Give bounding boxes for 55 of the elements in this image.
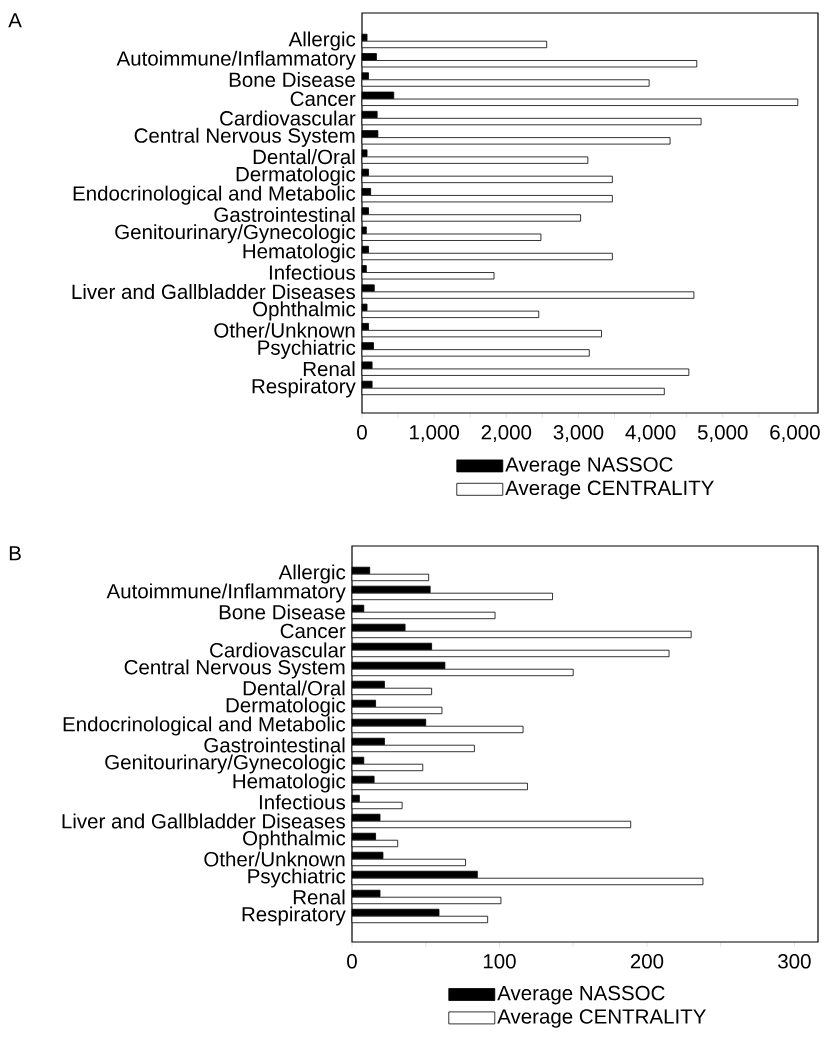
y-tick-label: Other/Unknown bbox=[214, 322, 355, 338]
y-tick-label: Endocrinological and Metabolic bbox=[63, 716, 346, 736]
y-tick-label: Cardiovascular bbox=[210, 642, 346, 658]
y-tick-label: Dental/Oral bbox=[253, 149, 355, 165]
y-tick-label: Allergic bbox=[288, 31, 356, 51]
y-tick-label: Cancer bbox=[280, 623, 346, 639]
y-tick-label: Bone Disease bbox=[229, 72, 355, 88]
y-tick-label: Liver and Gallbladder Diseases bbox=[72, 284, 355, 300]
y-tick-label: Dermatologic bbox=[226, 697, 346, 717]
y-tick-label: Bone Disease bbox=[219, 604, 345, 620]
y-tick-label: Genitourinary/Gynecologic bbox=[115, 224, 356, 244]
y-tick-label: Central Nervous System bbox=[134, 127, 355, 147]
legend-label: Average CENTRALITY bbox=[497, 1009, 706, 1028]
x-tick-label: 0 bbox=[357, 425, 367, 440]
y-tick-label: Psychiatric bbox=[248, 868, 346, 888]
x-tick-label: 100 bbox=[483, 954, 516, 969]
x-tick-label: 1,000 bbox=[410, 425, 459, 442]
x-tick-label: 4,000 bbox=[625, 425, 676, 442]
x-tick-label: 2,000 bbox=[481, 425, 532, 442]
x-tick-label: 0 bbox=[347, 954, 357, 969]
y-tick-label: Dermatologic bbox=[236, 166, 356, 186]
y-tick-label: Dental/Oral bbox=[243, 680, 345, 696]
y-tick-label: Endocrinological and Metabolic bbox=[73, 185, 356, 205]
y-tick-label: Renal bbox=[303, 361, 355, 377]
y-tick-label: Autoimmune/Inflammatory bbox=[106, 583, 346, 603]
text: B bbox=[9, 546, 21, 561]
y-tick-label: Respiratory bbox=[252, 378, 356, 398]
legend-label: Average NASSOC bbox=[505, 457, 673, 476]
legend-label: Average NASSOC bbox=[497, 985, 665, 1005]
y-tick-label: Ophthalmic bbox=[243, 830, 346, 850]
y-tick-label: Gastrointestinal bbox=[204, 737, 345, 753]
y-tick-label: Gastrointestinal bbox=[214, 206, 355, 222]
legend-label: Average CENTRALITY bbox=[505, 480, 714, 500]
y-tick-label: Hematologic bbox=[243, 243, 356, 263]
x-tick-label: 200 bbox=[630, 954, 664, 969]
y-tick-label: Central Nervous System bbox=[124, 659, 345, 679]
y-tick-label: Cancer bbox=[290, 91, 356, 107]
x-tick-label: 5,000 bbox=[697, 425, 748, 442]
y-tick-label: Liver and Gallbladder Diseases bbox=[62, 813, 345, 829]
y-tick-label: Genitourinary/Gynecologic bbox=[105, 754, 346, 774]
y-tick-label: Ophthalmic bbox=[253, 301, 356, 321]
y-tick-label: Renal bbox=[293, 889, 345, 905]
y-tick-label: Other/Unknown bbox=[204, 851, 345, 867]
y-tick-label: Hematologic bbox=[233, 773, 346, 793]
y-tick-label: Allergic bbox=[278, 564, 346, 584]
x-tick-label: 3,000 bbox=[553, 425, 604, 442]
y-tick-label: Infectious bbox=[269, 264, 356, 280]
y-tick-label: Autoimmune/Inflammatory bbox=[116, 50, 356, 70]
y-tick-label: Cardiovascular bbox=[220, 110, 356, 126]
y-tick-label: Respiratory bbox=[242, 906, 346, 926]
x-tick-label: 6,000 bbox=[770, 425, 820, 442]
x-tick-label: 300 bbox=[778, 954, 811, 969]
text: A bbox=[8, 13, 22, 28]
y-tick-label: Infectious bbox=[259, 794, 346, 810]
y-tick-label: Psychiatric bbox=[258, 339, 356, 359]
